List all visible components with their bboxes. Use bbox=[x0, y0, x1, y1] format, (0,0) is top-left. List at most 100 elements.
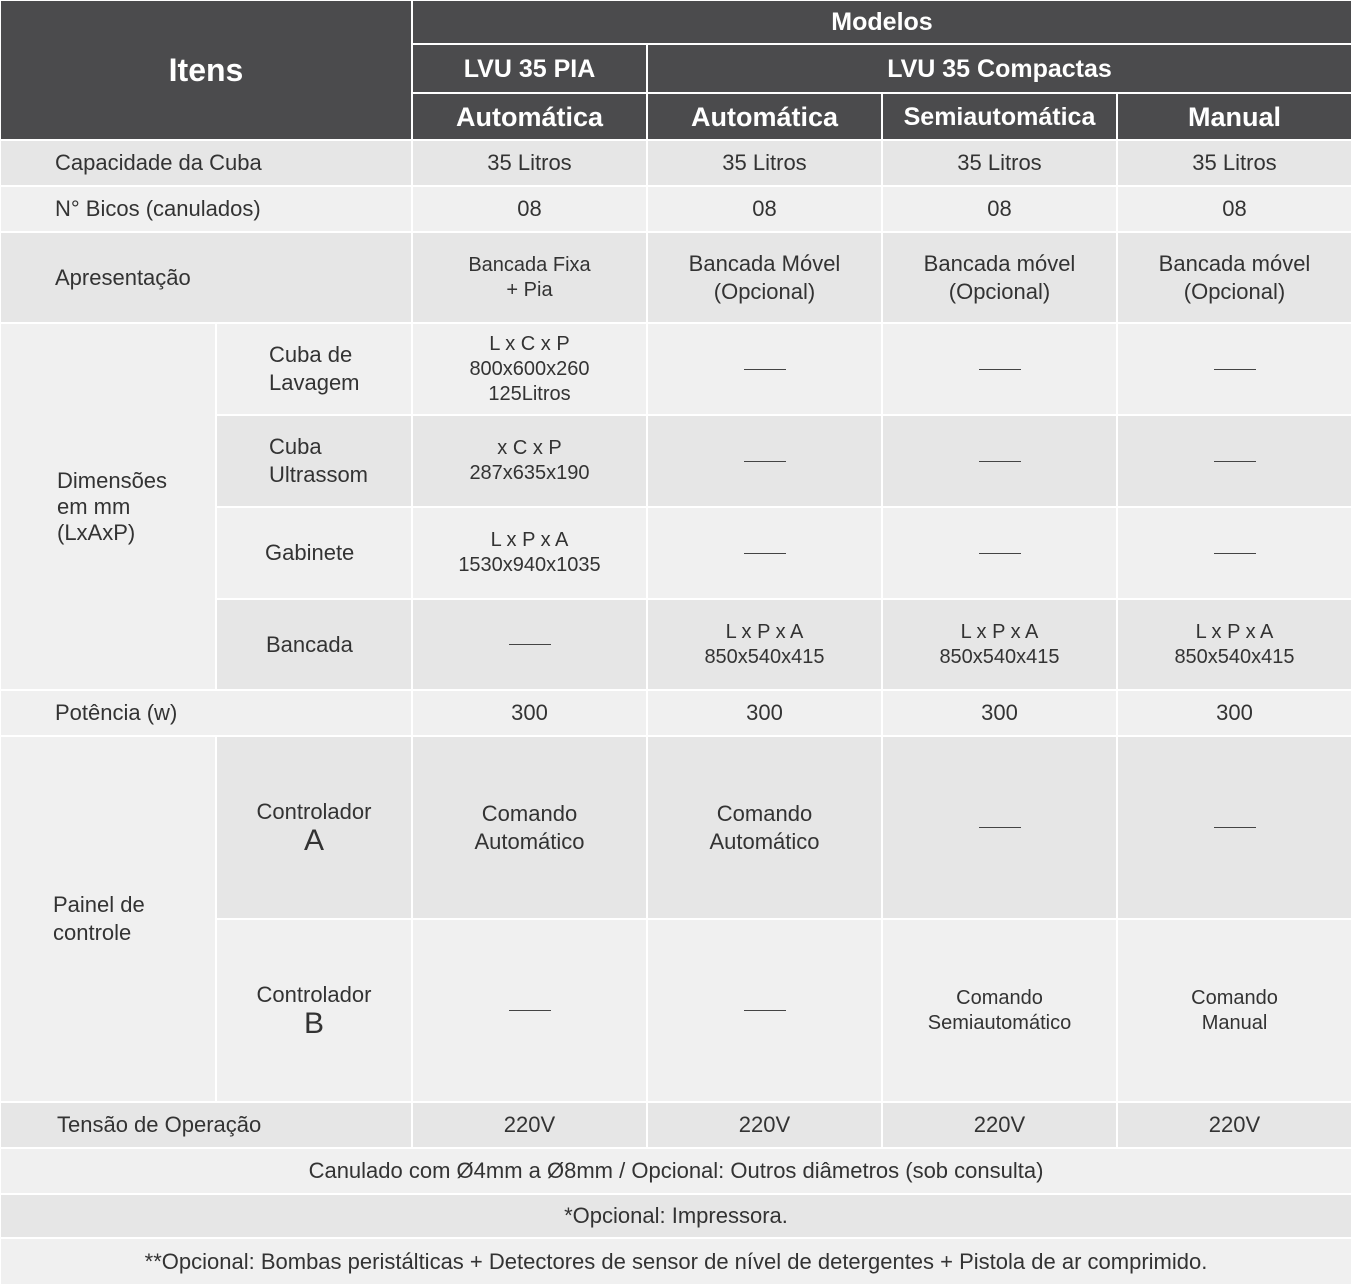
cell: L x P x A 850x540x415 bbox=[882, 599, 1117, 690]
line: L x P x A bbox=[960, 620, 1039, 643]
line: Comando bbox=[956, 986, 1043, 1009]
dash bbox=[508, 1010, 551, 1011]
line: 800x600x260 bbox=[469, 357, 590, 380]
cell: 35 Litros bbox=[412, 140, 647, 186]
cell-empty bbox=[1117, 415, 1352, 507]
cell: Bancada Móvel (Opcional) bbox=[647, 232, 882, 323]
header-models: Modelos bbox=[412, 0, 1352, 44]
line: (Opcional) bbox=[948, 278, 1051, 304]
line: L x P x A bbox=[1195, 620, 1274, 643]
cell: 35 Litros bbox=[882, 140, 1117, 186]
line: 125Litros bbox=[488, 382, 571, 405]
line: x C x P bbox=[497, 437, 562, 459]
cell: 08 bbox=[412, 186, 647, 232]
cell: 35 Litros bbox=[647, 140, 882, 186]
cell: L x C x P 800x600x260 125Litros bbox=[412, 323, 647, 415]
cell: 220V bbox=[647, 1102, 882, 1148]
line: Painel de bbox=[53, 892, 145, 917]
header-type: Semiautomática bbox=[882, 93, 1117, 140]
line: Dimensões bbox=[57, 467, 168, 493]
cell-empty bbox=[882, 415, 1117, 507]
header-lvu-35-compactas: LVU 35 Compactas bbox=[647, 44, 1352, 93]
line: (Opcional) bbox=[1183, 278, 1286, 304]
row-label-bicos: N° Bicos (canulados) bbox=[0, 186, 412, 232]
sub-label-gabinete: Gabinete bbox=[216, 507, 412, 599]
dash bbox=[743, 368, 786, 370]
dash bbox=[1213, 827, 1256, 828]
cell: Comando Automático bbox=[647, 736, 882, 919]
line: Manual bbox=[1201, 1011, 1268, 1034]
cell-empty bbox=[412, 919, 647, 1102]
line: Controlador bbox=[256, 798, 372, 824]
note-canulado: Canulado com Ø4mm a Ø8mm / Opcional: Out… bbox=[0, 1148, 1352, 1194]
cell: 08 bbox=[882, 186, 1117, 232]
note-impressora: *Opcional: Impressora. bbox=[0, 1194, 1352, 1238]
line: Bancada móvel bbox=[923, 250, 1076, 276]
cell: 300 bbox=[647, 690, 882, 736]
header-items: Itens bbox=[0, 0, 412, 140]
line: + Pia bbox=[506, 278, 553, 301]
line: L x C x P bbox=[489, 332, 570, 355]
cell: Bancada Fixa + Pia bbox=[412, 232, 647, 323]
sub-label-cuba-lavagem: Cuba de Lavagem bbox=[216, 323, 412, 415]
line: 850x540x415 bbox=[939, 645, 1060, 668]
cell-empty bbox=[1117, 323, 1352, 415]
header-type: Automática bbox=[412, 93, 647, 140]
cell: Comando Manual bbox=[1117, 919, 1352, 1102]
line: 850x540x415 bbox=[1174, 645, 1295, 668]
cell-empty bbox=[882, 323, 1117, 415]
header-lvu-35-pia: LVU 35 PIA bbox=[412, 44, 647, 93]
line: Automático bbox=[709, 828, 820, 854]
row-label-dimensoes: Dimensões em mm (LxAxP) bbox=[0, 323, 216, 690]
dash bbox=[743, 1010, 786, 1011]
dash bbox=[978, 460, 1021, 462]
header-type: Manual bbox=[1117, 93, 1352, 140]
note-opcionais: **Opcional: Bombas peristálticas + Detec… bbox=[0, 1238, 1352, 1285]
dash bbox=[743, 552, 786, 554]
cell: L x P x A 1530x940x1035 bbox=[412, 507, 647, 599]
cell: 300 bbox=[1117, 690, 1352, 736]
letter: B bbox=[303, 1006, 324, 1040]
row-label-painel: Painel de controle bbox=[0, 736, 216, 1102]
cell: 08 bbox=[647, 186, 882, 232]
cell-empty bbox=[647, 507, 882, 599]
cell-empty bbox=[882, 507, 1117, 599]
cell-empty bbox=[882, 736, 1117, 919]
cell: L x P x A 850x540x415 bbox=[647, 599, 882, 690]
header-type: Automática bbox=[647, 93, 882, 140]
line: 1530x940x1035 bbox=[458, 554, 601, 576]
cell: Comando Automático bbox=[412, 736, 647, 919]
line: Comando bbox=[716, 800, 813, 826]
line: Bancada móvel bbox=[1158, 250, 1311, 276]
dash bbox=[978, 368, 1021, 370]
line: em mm bbox=[57, 493, 131, 519]
line: Comando bbox=[1191, 986, 1278, 1009]
dash bbox=[743, 460, 786, 462]
line: Comando bbox=[481, 800, 578, 826]
cell: 08 bbox=[1117, 186, 1352, 232]
row-label-tensao: Tensão de Operação bbox=[0, 1102, 412, 1148]
line: Lavagem bbox=[269, 370, 360, 395]
dash bbox=[1213, 552, 1256, 554]
line: 287x635x190 bbox=[469, 462, 590, 484]
cell: 35 Litros bbox=[1117, 140, 1352, 186]
line: Ultrassom bbox=[269, 462, 369, 487]
line: controle bbox=[53, 920, 132, 945]
line: (LxAxP) bbox=[57, 519, 136, 545]
cell-empty bbox=[647, 415, 882, 507]
sub-label-controlador-b: Controlador B bbox=[216, 919, 412, 1102]
cell: Bancada móvel (Opcional) bbox=[882, 232, 1117, 323]
line: Automático bbox=[474, 828, 585, 854]
cell-empty bbox=[1117, 507, 1352, 599]
line: L x P x A bbox=[725, 620, 804, 643]
cell-empty bbox=[1117, 736, 1352, 919]
cell: 300 bbox=[882, 690, 1117, 736]
cell-empty bbox=[412, 599, 647, 690]
cell-empty bbox=[647, 323, 882, 415]
dash bbox=[1213, 460, 1256, 462]
line: (Opcional) bbox=[713, 278, 816, 304]
cell: 220V bbox=[882, 1102, 1117, 1148]
dash bbox=[978, 552, 1021, 554]
line: Semiautomático bbox=[927, 1011, 1072, 1034]
